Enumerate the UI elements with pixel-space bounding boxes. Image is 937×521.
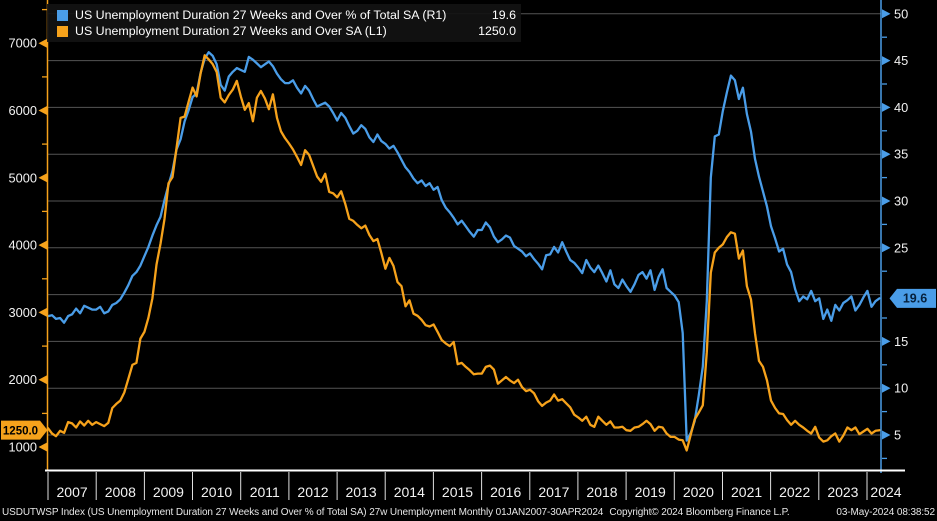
left-axis-tick-arrow xyxy=(38,375,47,385)
series-line-pct-of-total[interactable] xyxy=(46,51,881,442)
right-axis-tick-label: 35 xyxy=(894,147,908,162)
left-axis-tick-label: 3000 xyxy=(9,305,37,320)
legend-swatch xyxy=(57,25,68,37)
footer-copyright: Copyright© 2024 Bloomberg Finance L.P. xyxy=(609,507,790,518)
x-axis-year-label: 2012 xyxy=(297,484,328,500)
legend-series-label: US Unemployment Duration 27 Weeks and Ov… xyxy=(75,8,447,22)
right-axis-tick-label: 30 xyxy=(894,194,908,209)
left-axis-tick-label: 6000 xyxy=(9,103,37,118)
right-axis-tick-label: 45 xyxy=(894,53,908,68)
right-axis-tick-label: 5 xyxy=(894,428,901,443)
left-axis-tick-arrow xyxy=(38,240,47,250)
last-value-badge-left xyxy=(1,420,48,440)
left-axis-tick-arrow xyxy=(38,38,47,48)
x-axis-year-label: 2020 xyxy=(683,484,714,500)
right-axis-tick-arrow xyxy=(882,9,891,19)
left-axis-tick-arrow xyxy=(38,173,47,183)
right-axis-tick-arrow xyxy=(882,383,891,393)
x-axis-year-label: 2016 xyxy=(490,484,521,500)
x-axis-year-label: 2014 xyxy=(394,484,425,500)
last-value-badge-right-text: 19.6 xyxy=(903,292,927,306)
footer: USDUTWSP Index (US Unemployment Duration… xyxy=(2,507,935,518)
right-axis-tick-arrow xyxy=(882,430,891,440)
legend-swatch xyxy=(57,9,68,21)
x-axis-year-label: 2017 xyxy=(538,484,569,500)
series-line-level[interactable] xyxy=(46,54,881,452)
right-axis-tick-arrow xyxy=(882,336,891,346)
last-value-badge-left-text: 1250.0 xyxy=(3,425,38,437)
right-axis-tick-arrow xyxy=(882,149,891,159)
legend-series-label: US Unemployment Duration 27 Weeks and Ov… xyxy=(75,24,387,38)
legend-row[interactable]: US Unemployment Duration 27 Weeks and Ov… xyxy=(57,7,516,23)
right-axis-tick-label: 15 xyxy=(894,334,908,349)
footer-timestamp: 03-May-2024 08:38:52 xyxy=(836,507,935,518)
x-axis-year-label: 2023 xyxy=(827,484,858,500)
x-axis-year-label: 2011 xyxy=(250,484,280,500)
left-axis-tick-label: 5000 xyxy=(9,170,37,185)
legend: US Unemployment Duration 27 Weeks and Ov… xyxy=(47,4,521,42)
x-axis-year-label: 2019 xyxy=(635,484,666,500)
x-axis-year-label: 2007 xyxy=(57,484,88,500)
x-axis-year-label: 2021 xyxy=(731,484,762,500)
legend-row[interactable]: US Unemployment Duration 27 Weeks and Ov… xyxy=(57,23,516,39)
x-axis-year-label: 2022 xyxy=(779,484,810,500)
right-axis-tick-arrow xyxy=(882,243,891,253)
last-value-badge-right xyxy=(889,288,936,308)
right-axis-tick-label: 25 xyxy=(894,240,908,255)
left-axis-tick-label: 2000 xyxy=(9,372,37,387)
legend-series-value: 1250.0 xyxy=(478,24,516,38)
right-axis-tick-arrow xyxy=(882,102,891,112)
left-axis-tick-arrow xyxy=(38,442,47,452)
x-axis-year-label: 2009 xyxy=(153,484,184,500)
right-axis-tick-label: 40 xyxy=(894,100,908,115)
x-axis-year-label: 2013 xyxy=(346,484,377,500)
left-axis-tick-arrow xyxy=(38,307,47,317)
right-axis-tick-arrow xyxy=(882,196,891,206)
x-axis-year-label: 2010 xyxy=(201,484,232,500)
right-axis-tick-arrow xyxy=(882,56,891,66)
x-axis-year-label: 2015 xyxy=(442,484,473,500)
x-axis-year-label: 2024 xyxy=(870,484,901,500)
footer-security-info: USDUTWSP Index (US Unemployment Duration… xyxy=(2,507,604,518)
left-axis-tick-label: 4000 xyxy=(9,238,37,253)
legend-series-value: 19.6 xyxy=(491,8,516,22)
left-axis-tick-label: 1000 xyxy=(9,440,37,455)
left-axis-tick-arrow xyxy=(38,106,47,115)
right-axis-tick-label: 10 xyxy=(894,381,908,396)
left-axis-tick-label: 7000 xyxy=(9,36,37,51)
right-axis-tick-label: 50 xyxy=(894,6,908,21)
x-axis-year-label: 2008 xyxy=(105,484,136,500)
x-axis-year-label: 2018 xyxy=(586,484,617,500)
